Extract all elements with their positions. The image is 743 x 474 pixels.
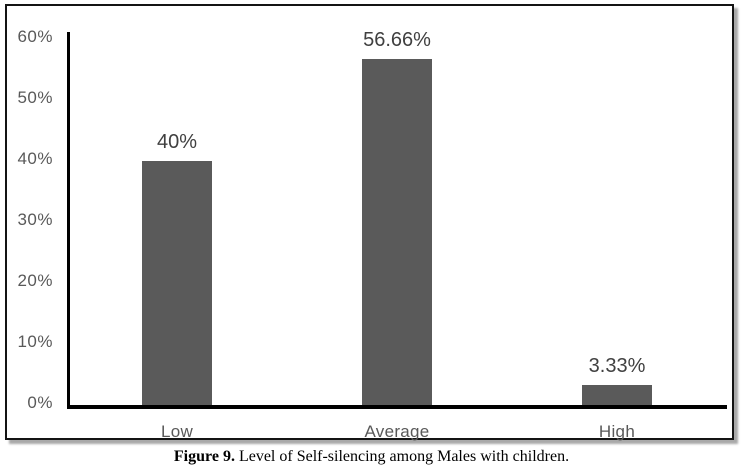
y-tick-label: 30% — [17, 210, 53, 229]
caption-label: Figure 9. — [173, 448, 235, 465]
bar-value-label: 40% — [156, 131, 198, 153]
y-axis-line — [67, 32, 70, 409]
bar-value-label: 56.66% — [363, 29, 431, 52]
x-category-label: Average — [364, 422, 430, 441]
y-tick-label: 50% — [17, 88, 53, 107]
caption-text: Level of Self-silencing among Males with… — [234, 448, 570, 465]
figure-caption: Figure 9. Level of Self-silencing among … — [0, 448, 743, 466]
x-category-label: Low — [160, 422, 194, 441]
x-axis-line — [67, 405, 727, 409]
y-axis: 0% 10% 20% 30% 40% 50% 60% — [7, 6, 53, 438]
y-tick-label: 10% — [17, 332, 53, 351]
bar-high — [582, 384, 652, 405]
bar-value-label: 3.33% — [588, 354, 646, 377]
bar-average — [362, 59, 432, 405]
bar-low — [142, 161, 212, 405]
y-tick-label: 60% — [17, 27, 53, 46]
y-tick-label: 40% — [17, 149, 53, 168]
x-category-label: High — [598, 422, 636, 441]
y-tick-label: 0% — [27, 393, 53, 412]
bar-chart: 0% 10% 20% 30% 40% 50% 60% 40% Low 56.66% Average… — [5, 4, 734, 441]
y-tick-label: 20% — [17, 271, 53, 290]
